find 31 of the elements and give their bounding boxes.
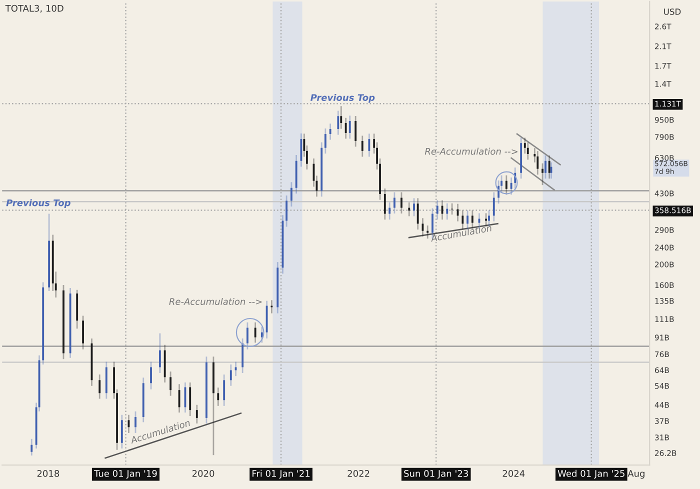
candlestick (542, 162, 544, 186)
candlestick (500, 174, 502, 192)
candlestick (150, 361, 152, 390)
annotation: Re-Accumulation --> (424, 148, 518, 155)
candlestick (400, 192, 402, 214)
x-tick-label: Fri 01 Jan '21 (252, 470, 310, 479)
x-tick-label: Tue 01 Jan '19 (94, 470, 157, 479)
x-tick-label: 2020 (192, 470, 214, 477)
y-axis-title: USD (664, 8, 681, 15)
candlestick (413, 198, 415, 217)
annotation: Re-Accumulation --> (169, 298, 262, 305)
x-tick-label: Aug (628, 470, 644, 479)
chart-title: TOTAL3, 10D (5, 4, 64, 13)
x-tick-label: Wed 01 Jan '25 (558, 470, 624, 479)
annotation: Previous Top (6, 199, 70, 208)
candlestick (485, 212, 487, 228)
candlestick (134, 410, 136, 434)
candlestick (488, 210, 490, 228)
x-tick-label: Sun 01 Jan '23 (404, 470, 468, 479)
x-tick-label: 2022 (348, 470, 370, 477)
x-tick-label: 2024 (502, 470, 525, 477)
candlestick (466, 210, 468, 230)
candlestick (286, 194, 288, 228)
candlestick (432, 208, 434, 240)
candlestick (82, 315, 84, 350)
annotation: Previous Top (310, 94, 375, 103)
candlestick (544, 154, 546, 180)
candlestick (246, 322, 248, 350)
x-tick-label: 2018 (37, 470, 60, 477)
candlestick (376, 142, 378, 170)
candlestick (394, 192, 396, 214)
